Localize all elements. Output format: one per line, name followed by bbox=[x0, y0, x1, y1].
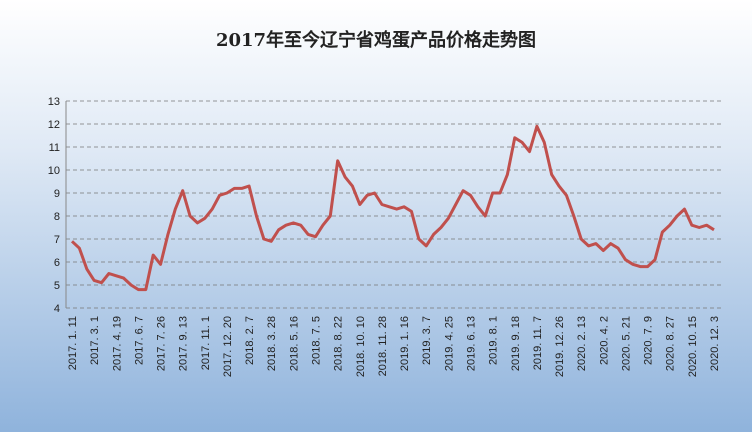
y-tick-label: 13 bbox=[48, 96, 60, 108]
x-tick-label: 2019. 12. 26 bbox=[554, 316, 566, 377]
x-tick-label: 2020. 5. 21 bbox=[620, 316, 632, 371]
x-tick-label: 2019. 4. 25 bbox=[443, 316, 455, 371]
chart-title: 2017年至今辽宁省鸡蛋产品价格走势图 bbox=[216, 29, 536, 51]
x-tick-label: 2018. 8. 22 bbox=[333, 316, 345, 371]
x-tick-label: 2018. 3. 28 bbox=[266, 316, 278, 371]
x-tick-label: 2020. 10. 15 bbox=[687, 316, 699, 377]
x-tick-label: 2019. 3. 7 bbox=[421, 316, 433, 365]
x-tick-label: 2017. 4. 19 bbox=[111, 316, 123, 371]
x-tick-label: 2018. 7. 5 bbox=[311, 316, 323, 365]
x-tick-label: 2019. 1. 16 bbox=[399, 316, 411, 371]
x-tick-label: 2019. 11. 7 bbox=[532, 316, 544, 370]
x-tick-label: 2020. 7. 9 bbox=[643, 316, 655, 365]
x-tick-label: 2020. 12. 3 bbox=[709, 316, 721, 371]
y-tick-label: 10 bbox=[48, 165, 60, 177]
x-tick-label: 2017. 12. 20 bbox=[222, 316, 234, 377]
x-tick-label: 2017. 6. 7 bbox=[133, 316, 145, 365]
x-tick-label: 2019. 6. 13 bbox=[465, 316, 477, 371]
y-tick-label: 7 bbox=[54, 234, 60, 246]
x-tick-label: 2017. 7. 26 bbox=[156, 316, 168, 371]
x-tick-label: 2017. 1. 11 bbox=[67, 316, 79, 370]
x-tick-label: 2018. 11. 28 bbox=[377, 316, 389, 376]
x-tick-label: 2019. 8. 1 bbox=[488, 316, 500, 365]
data-line bbox=[70, 124, 715, 292]
x-tick-label: 2020. 8. 27 bbox=[665, 316, 677, 371]
y-tick-label: 5 bbox=[54, 280, 60, 292]
x-tick-label: 2018. 5. 16 bbox=[288, 316, 300, 371]
y-tick-label: 4 bbox=[54, 303, 60, 315]
x-tick-label: 2020. 4. 2 bbox=[598, 316, 610, 365]
y-tick-label: 11 bbox=[49, 142, 60, 154]
x-tick-label: 2018. 10. 10 bbox=[355, 316, 367, 377]
x-tick-label: 2019. 9. 18 bbox=[510, 316, 522, 371]
x-tick-label: 2020. 2. 13 bbox=[576, 316, 588, 371]
x-tick-label: 2017. 3. 1 bbox=[89, 316, 101, 365]
x-tick-label: 2017. 9. 13 bbox=[178, 316, 190, 371]
x-tick-label: 2018. 2. 7 bbox=[244, 316, 256, 365]
y-tick-label: 6 bbox=[54, 257, 60, 269]
y-tick-label: 8 bbox=[54, 211, 60, 223]
y-tick-label: 9 bbox=[54, 188, 60, 200]
y-tick-label: 12 bbox=[48, 119, 60, 131]
x-tick-label: 2017. 11. 1 bbox=[200, 316, 212, 370]
